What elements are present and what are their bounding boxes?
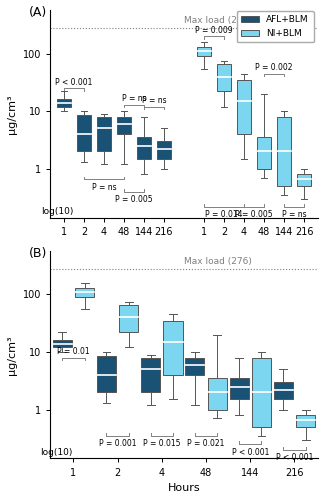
Text: P = ns: P = ns	[92, 183, 116, 192]
Bar	[157, 142, 171, 158]
Text: P < 0.001: P < 0.001	[232, 448, 269, 456]
Text: P = 0.005: P = 0.005	[115, 195, 153, 204]
Text: P = 0.002: P = 0.002	[255, 63, 293, 72]
Text: log(10): log(10)	[42, 207, 74, 216]
Bar	[297, 174, 311, 186]
Bar	[163, 320, 183, 375]
X-axis label: Hours: Hours	[168, 483, 200, 493]
Bar	[97, 356, 116, 392]
Bar	[217, 64, 231, 92]
Bar	[57, 100, 71, 106]
Bar	[117, 116, 131, 134]
Bar	[237, 80, 251, 134]
Text: P = 0.015: P = 0.015	[143, 439, 181, 448]
Bar	[229, 378, 249, 400]
Bar	[277, 116, 291, 186]
Bar	[197, 47, 211, 56]
Text: P = 0.001: P = 0.001	[99, 439, 136, 448]
Text: P < 0.001: P < 0.001	[55, 78, 93, 86]
Text: Max load (276): Max load (276)	[184, 256, 252, 266]
Text: (A): (A)	[29, 6, 47, 20]
Y-axis label: μg/cm³: μg/cm³	[7, 335, 17, 374]
Bar	[274, 382, 293, 400]
Text: P = 0.009: P = 0.009	[195, 26, 233, 35]
Bar	[252, 358, 271, 427]
Text: Max load (276): Max load (276)	[184, 16, 252, 25]
Bar	[53, 340, 72, 347]
Text: (B): (B)	[29, 247, 47, 260]
Y-axis label: μg/cm³: μg/cm³	[7, 94, 17, 134]
Text: P = ns: P = ns	[122, 94, 146, 103]
Bar	[185, 358, 204, 375]
Bar	[141, 358, 160, 392]
Bar	[208, 378, 227, 410]
Legend: AFL+BLM, NI+BLM: AFL+BLM, NI+BLM	[237, 11, 314, 42]
Bar	[75, 288, 94, 297]
Bar	[77, 115, 91, 152]
Text: log(10): log(10)	[41, 448, 73, 456]
Bar	[296, 415, 315, 427]
Bar	[257, 138, 271, 168]
Bar	[119, 305, 138, 332]
Text: P = 0.005: P = 0.005	[235, 210, 273, 219]
Text: P < 0.001: P < 0.001	[276, 453, 313, 462]
Text: P = 0.014: P = 0.014	[205, 210, 243, 219]
Bar	[137, 138, 151, 158]
Text: P = ns: P = ns	[142, 96, 166, 105]
Text: P = ns: P = ns	[282, 210, 306, 219]
Text: P = 0.01: P = 0.01	[57, 347, 90, 356]
Bar	[97, 116, 111, 152]
Text: P = 0.021: P = 0.021	[188, 439, 225, 448]
